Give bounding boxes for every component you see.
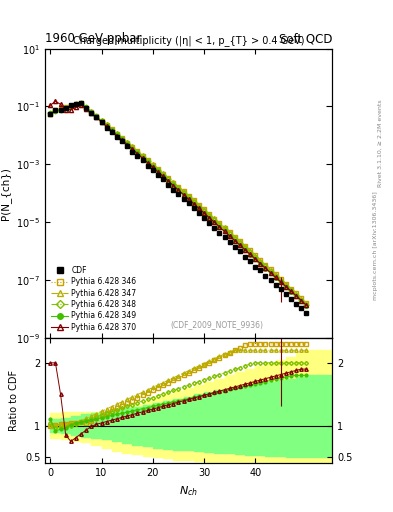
Title: Charged multiplicity (|η| < 1, p_{T} > 0.4 GeV): Charged multiplicity (|η| < 1, p_{T} > 0… — [73, 35, 305, 46]
Text: mcplots.cern.ch [arXiv:1306.3436]: mcplots.cern.ch [arXiv:1306.3436] — [373, 191, 378, 300]
Text: Rivet 3.1.10, ≥ 2.2M events: Rivet 3.1.10, ≥ 2.2M events — [378, 99, 383, 187]
Text: 1960 GeV ppbar: 1960 GeV ppbar — [45, 32, 142, 45]
Text: Soft QCD: Soft QCD — [279, 32, 332, 45]
Legend: CDF, Pythia 6.428 346, Pythia 6.428 347, Pythia 6.428 348, Pythia 6.428 349, Pyt: CDF, Pythia 6.428 346, Pythia 6.428 347,… — [49, 264, 139, 334]
Y-axis label: P(N_{ch}): P(N_{ch}) — [0, 167, 11, 220]
Y-axis label: Ratio to CDF: Ratio to CDF — [9, 370, 19, 431]
Text: (CDF_2009_NOTE_9936): (CDF_2009_NOTE_9936) — [171, 320, 264, 329]
X-axis label: $N_{ch}$: $N_{ch}$ — [179, 484, 198, 498]
